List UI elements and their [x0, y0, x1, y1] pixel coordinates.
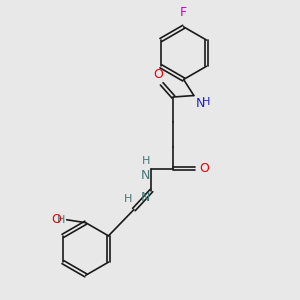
Text: N: N — [141, 169, 150, 182]
Text: N: N — [141, 191, 150, 204]
Text: O: O — [153, 68, 163, 81]
Text: H: H — [142, 156, 150, 166]
Text: H: H — [202, 97, 210, 107]
Text: H: H — [124, 194, 133, 204]
Text: F: F — [180, 6, 187, 19]
Text: O: O — [200, 162, 210, 175]
Text: O: O — [52, 213, 61, 226]
Text: H: H — [57, 215, 65, 225]
Text: N: N — [195, 97, 205, 110]
